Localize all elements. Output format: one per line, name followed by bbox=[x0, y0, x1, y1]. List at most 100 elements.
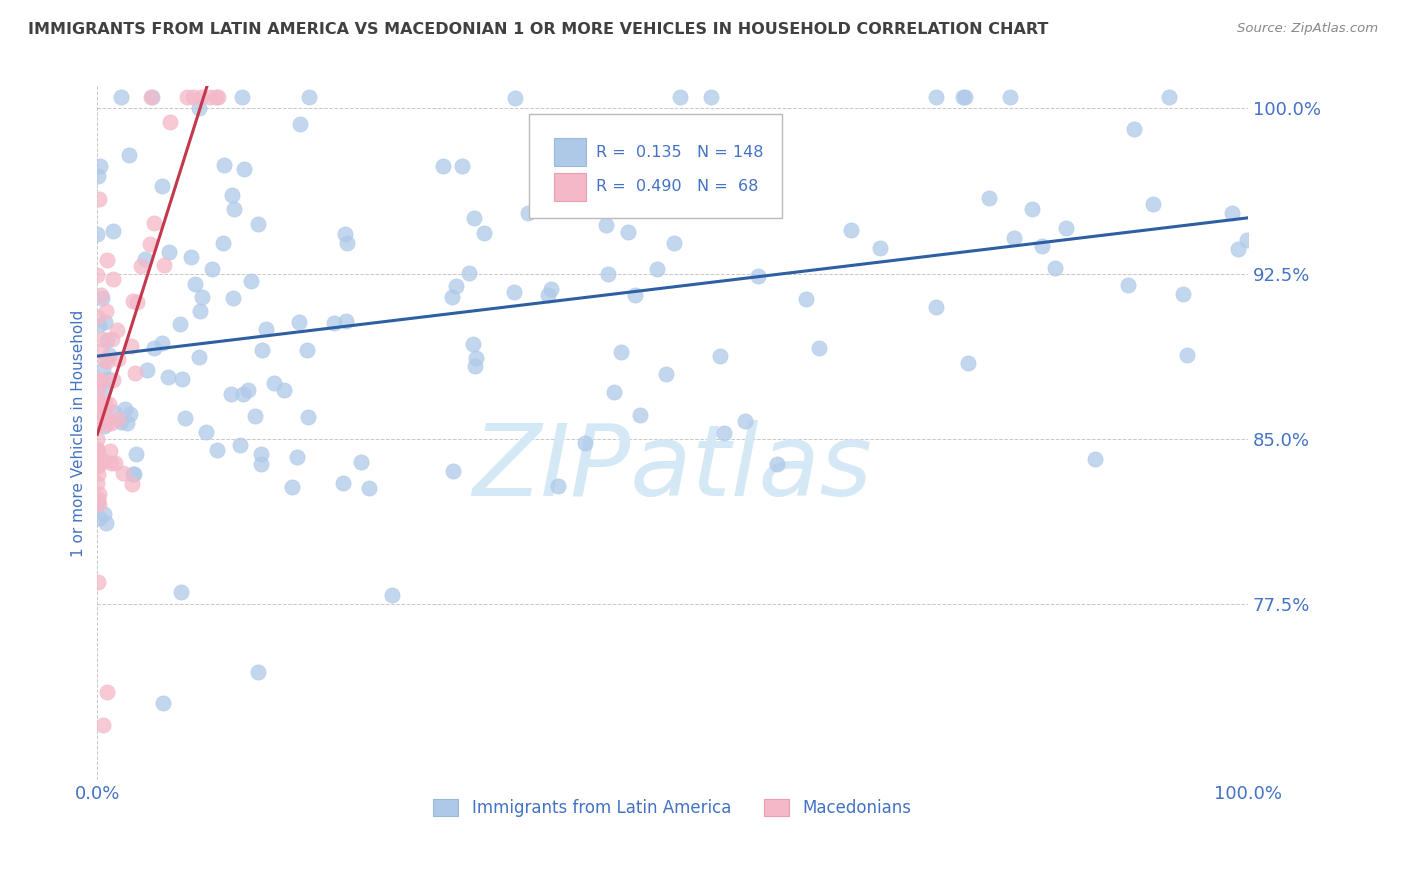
Point bbox=[236, 383, 259, 397]
Point bbox=[94, 303, 117, 318]
Point bbox=[157, 244, 180, 259]
Point bbox=[97, 397, 120, 411]
Point bbox=[110, 415, 132, 429]
Point bbox=[200, 90, 222, 104]
Point bbox=[451, 160, 474, 174]
Point bbox=[131, 259, 153, 273]
Point bbox=[87, 169, 110, 183]
Point bbox=[503, 91, 526, 105]
Point bbox=[350, 455, 373, 469]
Point bbox=[190, 90, 212, 104]
Point bbox=[246, 665, 269, 679]
Point bbox=[246, 217, 269, 231]
Point bbox=[141, 90, 163, 104]
Point bbox=[86, 459, 108, 474]
Point bbox=[91, 454, 114, 468]
Point bbox=[221, 187, 243, 202]
Point bbox=[86, 495, 108, 509]
Point bbox=[87, 511, 110, 525]
Point bbox=[298, 90, 321, 104]
Point bbox=[181, 90, 204, 104]
Point bbox=[93, 396, 115, 410]
Point bbox=[977, 191, 1000, 205]
Point bbox=[87, 318, 110, 332]
Point bbox=[121, 477, 143, 491]
Point bbox=[839, 223, 862, 237]
Point bbox=[142, 216, 165, 230]
Point bbox=[107, 411, 129, 425]
Point bbox=[110, 90, 132, 104]
Point bbox=[925, 300, 948, 314]
Point bbox=[89, 159, 111, 173]
Point bbox=[297, 409, 319, 424]
Point bbox=[207, 90, 229, 104]
Point bbox=[190, 290, 212, 304]
Point bbox=[219, 387, 242, 401]
Point bbox=[595, 218, 617, 232]
Point bbox=[91, 718, 114, 732]
Point bbox=[472, 227, 495, 241]
Point bbox=[96, 354, 118, 368]
Point bbox=[90, 343, 112, 358]
Point bbox=[86, 392, 108, 407]
Point bbox=[953, 90, 976, 104]
Point bbox=[150, 179, 173, 194]
Point bbox=[96, 333, 118, 347]
Point bbox=[96, 685, 118, 699]
Point bbox=[97, 372, 120, 386]
Point bbox=[97, 348, 120, 362]
Point bbox=[655, 367, 678, 381]
Point bbox=[1116, 277, 1139, 292]
Point bbox=[335, 313, 357, 327]
Point bbox=[103, 373, 125, 387]
Point bbox=[734, 414, 756, 428]
Point bbox=[222, 291, 245, 305]
Point bbox=[457, 267, 479, 281]
Point bbox=[93, 418, 115, 433]
Point bbox=[86, 227, 108, 241]
Point bbox=[124, 447, 146, 461]
Point bbox=[446, 279, 468, 293]
Point bbox=[86, 575, 108, 590]
Point bbox=[94, 353, 117, 368]
Point bbox=[565, 201, 588, 215]
Point bbox=[103, 405, 125, 419]
Point bbox=[287, 315, 309, 329]
Point bbox=[250, 447, 273, 461]
Point bbox=[184, 277, 207, 291]
Point bbox=[1220, 205, 1243, 219]
Point bbox=[121, 467, 143, 482]
Point bbox=[86, 268, 108, 282]
Point bbox=[103, 224, 125, 238]
Point bbox=[574, 435, 596, 450]
Point bbox=[89, 192, 111, 206]
Point bbox=[120, 407, 142, 421]
Point bbox=[603, 384, 626, 399]
Point bbox=[134, 252, 156, 266]
Point bbox=[766, 458, 789, 472]
Point bbox=[205, 443, 228, 458]
Point bbox=[114, 402, 136, 417]
Point bbox=[105, 323, 128, 337]
Point bbox=[280, 480, 302, 494]
Point bbox=[243, 409, 266, 423]
Point bbox=[91, 291, 114, 305]
Point bbox=[107, 351, 129, 366]
Point bbox=[1171, 286, 1194, 301]
Point bbox=[503, 285, 526, 300]
Text: ZIPatlas: ZIPatlas bbox=[472, 419, 873, 516]
Bar bbox=[554, 173, 586, 201]
Point bbox=[233, 161, 256, 176]
Point bbox=[93, 508, 115, 522]
Point bbox=[623, 288, 645, 302]
Point bbox=[93, 362, 115, 376]
Point bbox=[195, 425, 218, 439]
Point bbox=[952, 90, 974, 104]
Point bbox=[143, 341, 166, 355]
Point bbox=[93, 384, 115, 398]
Point bbox=[229, 438, 252, 452]
Point bbox=[463, 211, 485, 226]
Point bbox=[709, 349, 731, 363]
Point bbox=[169, 318, 191, 332]
Point bbox=[998, 90, 1021, 104]
